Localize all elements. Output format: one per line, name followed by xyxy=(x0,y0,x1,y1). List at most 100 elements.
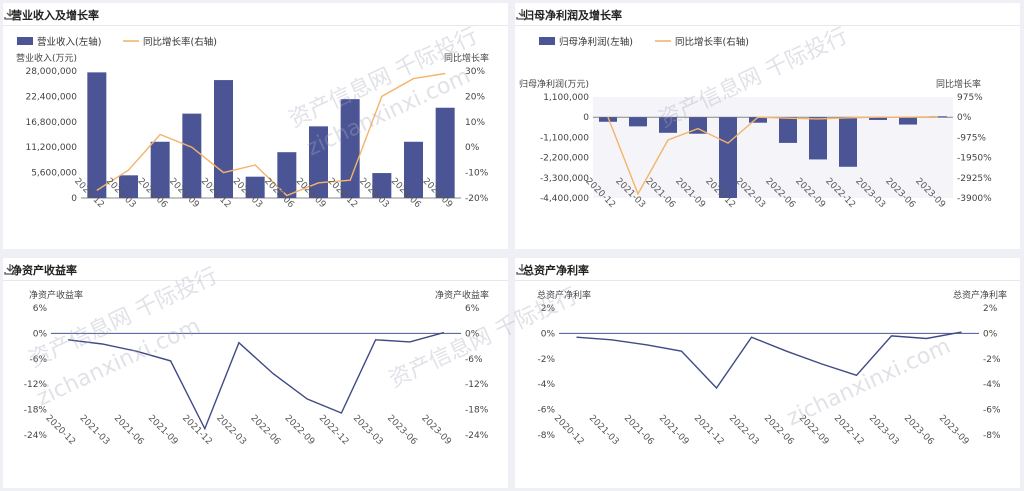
legend-swatch-bar xyxy=(17,37,33,45)
panel-header xyxy=(515,3,1020,26)
roa-chart: 2% 2% 0% 0% -2% -2% -4% -4% -6% -6% -8% -8% 总资产净利率 总资… xyxy=(537,289,1007,447)
y-right-tick-label: 0% xyxy=(465,329,480,339)
bar xyxy=(749,117,767,123)
panel-title: 净资产收益率 xyxy=(11,264,77,277)
panel-title: 归母净利润及增长率 xyxy=(523,9,622,22)
panel-title: 总资产净利率 xyxy=(523,264,589,277)
x-tick-label: 2023-06 xyxy=(385,413,419,447)
y-right-tick-label: -975% xyxy=(957,133,986,143)
x-tick-label: 2021-03 xyxy=(587,413,621,447)
bar xyxy=(599,117,617,122)
y-left-tick-label: 22,400,000 xyxy=(25,92,77,102)
x-tick-label: 2021-03 xyxy=(78,413,112,447)
legend-swatch-bar xyxy=(539,37,555,45)
x-tick-label: 2022-09 xyxy=(797,413,831,447)
y-left-tick-label: -2,200,000 xyxy=(540,154,589,164)
bar xyxy=(809,117,827,160)
legend-label: 同比增长率(右轴) xyxy=(143,36,217,48)
panel-header xyxy=(515,258,1020,281)
x-tick-label: 2023-03 xyxy=(867,413,901,447)
download-icon[interactable] xyxy=(3,262,17,276)
roe-panel: 净资产收益率 6% 6% 0% 0% -6% -6% -12% -12% -18% -18% -24… xyxy=(3,258,508,488)
y-left-tick-label: -3,300,000 xyxy=(540,174,589,184)
x-tick-label: 2022-12 xyxy=(317,413,351,447)
y-right-tick-label: -10% xyxy=(465,169,489,179)
y-left-tick-label: -18% xyxy=(24,406,48,416)
rate-line xyxy=(576,331,962,390)
y-right-axis-title: 同比增长率 xyxy=(444,52,489,64)
bar xyxy=(869,117,887,120)
roa-panel: 总资产净利率 2% 2% 0% 0% -2% -2% -4% -4% -6% -6% -8% -8% 总… xyxy=(515,258,1020,488)
y-left-tick-label: 0 xyxy=(583,113,589,123)
bar xyxy=(182,113,202,198)
y-left-axis-title: 净资产收益率 xyxy=(29,289,83,301)
bar xyxy=(435,107,455,198)
y-left-tick-label: -12% xyxy=(24,380,48,390)
panel-title: 营业收入及增长率 xyxy=(11,9,99,22)
y-left-tick-label: 5,600,000 xyxy=(31,169,77,179)
y-left-tick-label: -4% xyxy=(537,380,555,390)
growth-line xyxy=(96,72,446,197)
x-tick-label: 2021-06 xyxy=(622,413,656,447)
y-left-tick-label: -4,400,000 xyxy=(540,194,589,204)
x-tick-label: 2020-12 xyxy=(552,413,586,447)
y-left-tick-label: -2% xyxy=(537,355,555,365)
y-right-tick-label: -4% xyxy=(983,380,1001,390)
x-tick-label: 2022-03 xyxy=(727,413,761,447)
x-tick-label: 2023-06 xyxy=(902,413,936,447)
bar xyxy=(309,126,328,198)
bar xyxy=(404,141,423,198)
y-right-axis-title: 同比增长率 xyxy=(936,78,981,90)
y-right-tick-label: -12% xyxy=(465,380,489,390)
y-left-tick-label: -8% xyxy=(537,431,555,441)
bar xyxy=(899,117,917,125)
x-tick-label: 2022-06 xyxy=(248,413,282,447)
y-right-tick-label: 0% xyxy=(983,329,998,339)
y-right-tick-label: -1950% xyxy=(957,154,992,164)
y-right-tick-label: 30% xyxy=(465,67,485,77)
y-left-tick-label: 6% xyxy=(33,304,48,314)
bar xyxy=(87,72,107,198)
x-tick-label: 2020-12 xyxy=(43,413,77,447)
rate-line xyxy=(68,331,445,431)
y-right-axis-title: 净资产收益率 xyxy=(435,289,489,301)
x-tick-label: 2021-09 xyxy=(657,413,691,447)
y-right-tick-label: -2925% xyxy=(957,174,992,184)
x-tick-label: 2023-09 xyxy=(937,413,971,447)
y-right-tick-label: 0% xyxy=(957,113,972,123)
y-left-tick-label: 0% xyxy=(33,329,48,339)
x-tick-label: 2022-06 xyxy=(762,413,796,447)
roe-chart: 6% 6% 0% 0% -6% -6% -12% -12% -18% -18% -24% -24% 净资… xyxy=(24,289,489,447)
y-right-axis-title: 总资产净利率 xyxy=(953,289,1007,301)
y-right-tick-label: 6% xyxy=(465,304,480,314)
x-tick-label: 2021-09 xyxy=(146,413,180,447)
y-left-tick-label: -24% xyxy=(24,431,48,441)
y-right-tick-label: -6% xyxy=(465,355,483,365)
bar xyxy=(659,117,677,133)
y-right-tick-label: -18% xyxy=(465,406,489,416)
x-tick-label: 2021-06 xyxy=(112,413,146,447)
y-left-tick-label: -1,100,000 xyxy=(540,133,589,143)
bar xyxy=(214,80,233,198)
y-right-tick-label: -3900% xyxy=(957,194,992,204)
download-icon[interactable] xyxy=(515,262,529,276)
bar xyxy=(119,175,138,198)
bar xyxy=(839,117,857,167)
y-right-tick-label: 2% xyxy=(983,304,998,314)
y-left-tick-label: 1,100,000 xyxy=(543,93,589,103)
net-profit-panel: 归母净利润及增长率 1,100,000 0 -1,100,000 -2,200,000… xyxy=(515,3,1020,249)
growth-line xyxy=(607,116,939,196)
y-left-tick-label: 16,800,000 xyxy=(25,118,77,128)
y-left-axis-title: 营业收入(万元) xyxy=(16,52,77,64)
x-tick-label: 2022-09 xyxy=(283,413,317,447)
download-icon[interactable] xyxy=(3,7,17,21)
y-left-axis-title: 总资产净利率 xyxy=(537,289,591,301)
download-icon[interactable] xyxy=(515,7,529,21)
bar xyxy=(277,152,297,198)
legend-label: 归母净利润(左轴) xyxy=(559,36,633,48)
x-tick-label: 2021-12 xyxy=(692,413,726,447)
y-left-tick-label: 0% xyxy=(541,329,556,339)
bar xyxy=(719,117,737,198)
y-left-tick-label: 11,200,000 xyxy=(25,143,77,153)
x-tick-label: 2023-09 xyxy=(419,413,453,447)
